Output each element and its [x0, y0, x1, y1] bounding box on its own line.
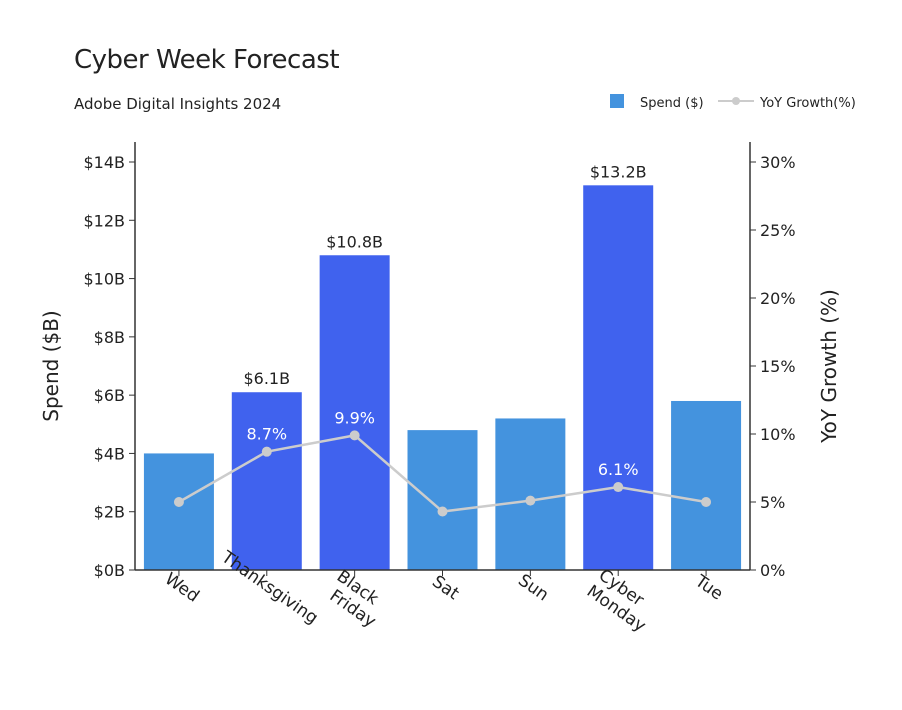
chart-subtitle: Adobe Digital Insights 2024 [74, 95, 282, 113]
legend-spend-label: Spend ($) [640, 96, 704, 111]
y-tick-label: $0B [94, 561, 125, 580]
x-tick-label-line: Sun [514, 570, 552, 605]
chart-title: Cyber Week Forecast [74, 45, 340, 75]
y2-axis-label: YoY Growth (%) [817, 289, 841, 444]
x-tick-label: Sat [428, 572, 463, 605]
y-tick-label: $6B [94, 386, 125, 405]
y2-tick-label: 15% [760, 357, 796, 376]
x-tick-label: CyberMonday [583, 565, 661, 636]
x-tick-label-line: Sat [428, 572, 463, 605]
y-tick-label: $4B [94, 444, 125, 463]
y2-tick-label: 25% [760, 221, 796, 240]
bar-data-label: $10.8B [326, 232, 383, 251]
yoy-growth-point [173, 497, 184, 507]
x-tick-label: Wed [161, 569, 203, 607]
bar-sun [495, 418, 566, 570]
y-tick-label: $10B [83, 270, 125, 289]
x-tick-label: Tue [690, 571, 726, 605]
bar-tue [671, 400, 742, 570]
bar-data-label: $6.1B [243, 369, 290, 388]
x-tick-label: Sun [514, 570, 552, 605]
bar-thanksgiving [231, 392, 302, 570]
yoy-data-label: 8.7% [246, 425, 287, 444]
x-tick-label: BlackFriday [321, 567, 390, 632]
bar-black-friday [319, 255, 390, 570]
legend-spend-swatch [610, 94, 624, 108]
y-tick-label: $2B [94, 503, 125, 522]
legend-yoy-label: YoY Growth(%) [759, 96, 856, 111]
bar-cyber-monday [583, 185, 654, 571]
yoy-data-label: 9.9% [334, 408, 375, 427]
yoy-growth-point [349, 430, 360, 441]
y2-tick-label: 20% [760, 289, 796, 308]
bar-sat [407, 430, 478, 570]
y2-tick-label: 30% [760, 153, 796, 172]
legend-yoy-marker [732, 97, 740, 105]
y2-tick-label: 10% [760, 425, 796, 444]
x-tick-label-line: Tue [690, 571, 726, 605]
bar-wed [143, 453, 214, 570]
y2-tick-label: 5% [760, 493, 785, 512]
yoy-data-label: 6.1% [598, 460, 639, 479]
y-tick-label: $14B [83, 153, 125, 172]
y2-tick-label: 0% [760, 561, 785, 580]
yoy-growth-point [437, 506, 448, 517]
y-tick-label: $8B [94, 328, 125, 347]
yoy-growth-point [261, 446, 272, 457]
yoy-growth-point [701, 497, 712, 507]
yoy-growth-point [613, 482, 624, 493]
x-tick-label-line: Wed [161, 569, 203, 607]
y-axis-label: Spend ($B) [39, 310, 63, 421]
y-tick-label: $12B [83, 211, 125, 230]
yoy-growth-point [525, 495, 536, 506]
bar-data-label: $13.2B [590, 162, 647, 181]
